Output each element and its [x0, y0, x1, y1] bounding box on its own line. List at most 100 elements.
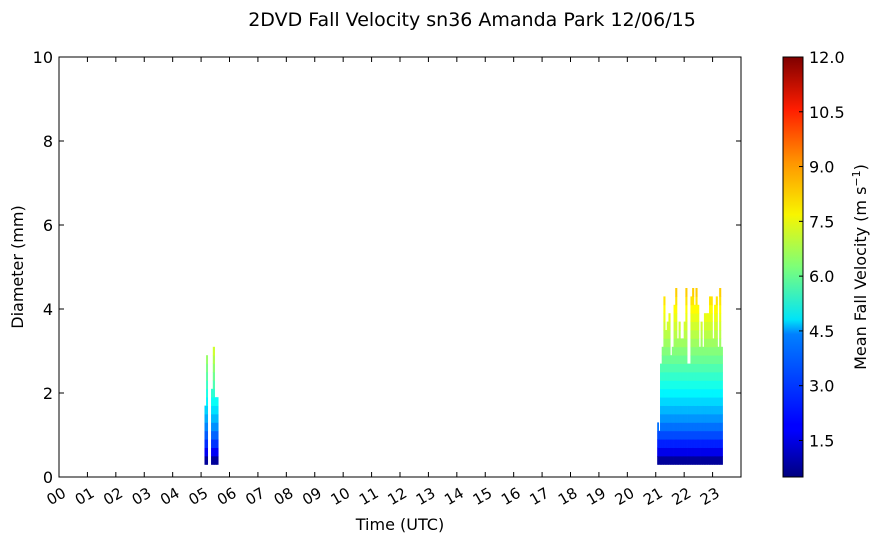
heatmap-cell: [705, 313, 708, 322]
heatmap-cell: [666, 338, 669, 348]
heatmap-cell: [705, 422, 708, 432]
heatmap-cell: [719, 405, 722, 415]
heatmap-cell: [712, 422, 715, 432]
heatmap-cell: [702, 380, 705, 390]
heatmap-cell: [710, 422, 713, 432]
x-tick-label: 10: [328, 484, 354, 509]
heatmap-cell: [717, 397, 720, 406]
heatmap-cell: [683, 372, 686, 381]
heatmap-cell: [709, 363, 712, 373]
heatmap-cell: [663, 363, 666, 373]
heatmap-cell: [700, 397, 703, 406]
heatmap-cell: [700, 380, 703, 390]
heatmap-cell: [697, 372, 700, 381]
heatmap-cell: [668, 355, 671, 364]
heatmap-cell: [698, 355, 701, 364]
heatmap-cell: [695, 380, 698, 390]
heatmap-cell: [668, 313, 671, 322]
colorbar-tick-label: 12.0: [809, 48, 845, 67]
heatmap-cell: [683, 439, 686, 448]
heatmap-cell: [714, 346, 717, 356]
heatmap-cell: [657, 456, 659, 465]
heatmap-cell: [681, 355, 685, 364]
heatmap-cell: [698, 346, 701, 356]
heatmap-cell: [661, 372, 664, 381]
heatmap-cell: [216, 397, 219, 406]
heatmap-cell: [212, 355, 215, 364]
heatmap-cell: [683, 363, 686, 373]
heatmap-cell: [675, 321, 678, 331]
heatmap-cell: [661, 405, 664, 415]
heatmap-cell: [678, 430, 681, 440]
heatmap-cell: [698, 405, 701, 415]
heatmap-cell: [687, 397, 690, 406]
heatmap-cell: [709, 372, 712, 381]
heatmap-cell: [690, 296, 693, 306]
heatmap-cell: [693, 330, 696, 339]
heatmap-cell: [692, 288, 695, 297]
heatmap-cell: [690, 380, 693, 390]
heatmap-cell: [714, 447, 717, 457]
heatmap-cell: [211, 414, 214, 423]
heatmap-cell: [660, 388, 663, 398]
heatmap-cell: [719, 372, 722, 381]
y-axis-label: Diameter (mm): [8, 205, 27, 328]
heatmap-cell: [681, 397, 685, 406]
heatmap-cell: [211, 439, 214, 448]
heatmap-cell: [673, 304, 676, 314]
heatmap-cell: [719, 363, 722, 373]
heatmap-cell: [715, 380, 718, 390]
heatmap-cell: [703, 355, 707, 364]
heatmap-cell: [212, 372, 215, 381]
heatmap-cell: [657, 447, 659, 457]
heatmap-cell: [678, 405, 681, 415]
heatmap-cell: [680, 414, 683, 423]
heatmap-cell: [714, 405, 717, 415]
heatmap-cell: [668, 330, 671, 339]
heatmap-cell: [666, 330, 669, 339]
heatmap-cell: [666, 414, 669, 423]
heatmap-cell: [683, 456, 686, 465]
heatmap-cell: [206, 414, 209, 423]
heatmap-cell: [703, 388, 707, 398]
heatmap-cell: [690, 330, 693, 339]
x-tick-label: 09: [299, 484, 325, 509]
heatmap-cell: [687, 456, 690, 465]
heatmap-cell: [681, 388, 685, 398]
heatmap-cell: [707, 422, 710, 432]
heatmap-cell: [665, 430, 668, 440]
heatmap-cell: [668, 380, 671, 390]
heatmap-cell: [692, 456, 695, 465]
heatmap-cell: [688, 397, 691, 406]
heatmap-cell: [666, 447, 669, 457]
heatmap-cell: [680, 338, 683, 348]
heatmap-cell: [720, 380, 723, 390]
heatmap-cell: [703, 363, 707, 373]
heatmap-cell: [720, 355, 723, 364]
heatmap-cell: [685, 296, 688, 306]
colorbar-label: Mean Fall Velocity (m s−1): [850, 164, 870, 370]
heatmap-cell: [698, 380, 701, 390]
heatmap-cell: [680, 355, 683, 364]
heatmap-cell: [668, 321, 671, 331]
heatmap-cell: [697, 346, 700, 356]
x-tick-label: 18: [555, 484, 581, 509]
heatmap-cell: [678, 363, 681, 373]
heatmap-cell: [204, 414, 207, 423]
heatmap-cell: [658, 456, 661, 465]
heatmap-cell: [693, 439, 696, 448]
heatmap-cell: [673, 456, 676, 465]
heatmap-cell: [693, 346, 696, 356]
heatmap-cell: [720, 363, 723, 373]
heatmap-cell: [692, 397, 695, 406]
heatmap-cell: [214, 397, 217, 406]
heatmap-cell: [668, 388, 671, 398]
heatmap-cell: [657, 430, 659, 440]
heatmap-cell: [717, 447, 720, 457]
heatmap-cell: [214, 414, 217, 423]
heatmap-cell: [216, 422, 219, 432]
heatmap-cell: [702, 405, 705, 415]
heatmap-cell: [665, 330, 668, 339]
heatmap-cell: [703, 330, 707, 339]
heatmap-cell: [661, 380, 664, 390]
